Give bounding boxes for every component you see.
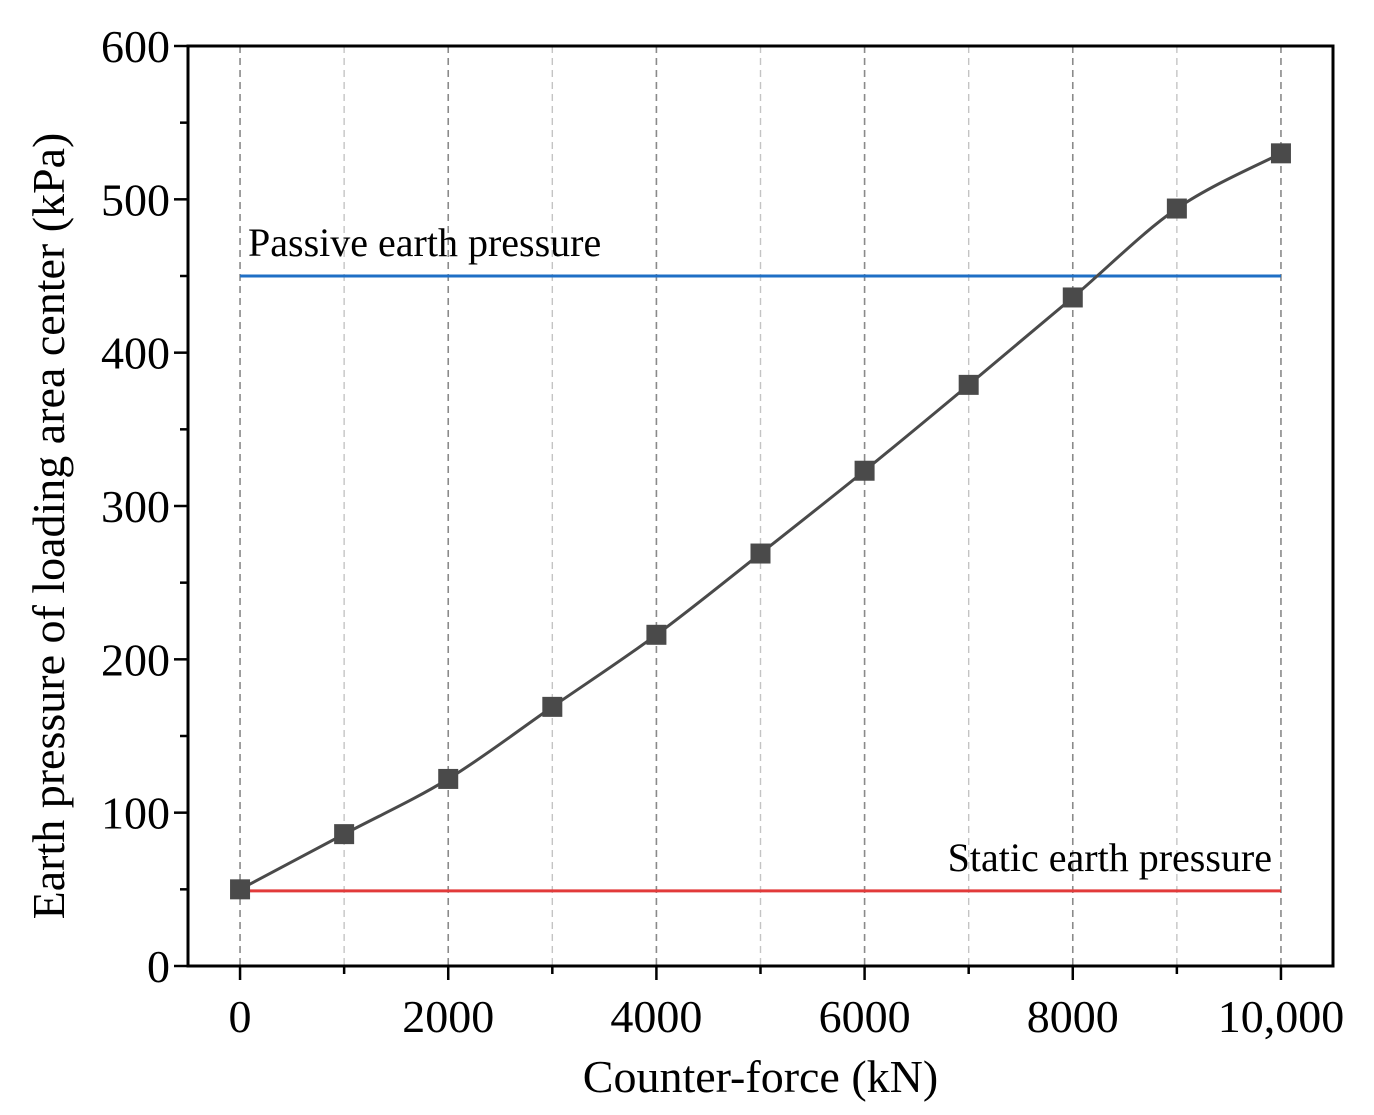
data-point <box>334 824 355 845</box>
reference-line-label: Static earth pressure <box>948 835 1272 880</box>
x-axis-title: Counter-force (kN) <box>583 1051 938 1102</box>
x-tick-label: 4000 <box>610 991 702 1042</box>
y-tick-label: 200 <box>101 634 170 685</box>
data-point <box>958 374 979 395</box>
x-tick-label: 10,000 <box>1218 991 1345 1042</box>
y-tick-label: 0 <box>147 941 170 992</box>
vertical-grid <box>239 46 1282 966</box>
data-point <box>542 696 563 717</box>
data-point <box>230 879 251 900</box>
data-series <box>230 143 1291 900</box>
data-point <box>854 460 875 481</box>
y-tick-label: 400 <box>101 328 170 379</box>
y-tick-label: 100 <box>101 788 170 839</box>
axis-ticks: 0 2000 4000 6000 8000 10,000 0 100 200 300 400 500 6… <box>101 21 1344 1042</box>
y-tick-label: 500 <box>101 174 170 225</box>
y-tick-label: 600 <box>101 21 170 72</box>
x-tick-label: 6000 <box>819 991 911 1042</box>
data-point <box>750 543 771 564</box>
x-tick-label: 2000 <box>402 991 494 1042</box>
data-point <box>438 768 459 789</box>
data-point <box>1166 198 1187 219</box>
x-tick-label: 8000 <box>1027 991 1119 1042</box>
x-tick-label: 0 <box>229 991 252 1042</box>
data-point <box>1270 143 1291 164</box>
y-tick-label: 300 <box>101 481 170 532</box>
reference-line-label: Passive earth pressure <box>248 220 601 265</box>
data-point <box>646 624 667 645</box>
reference-lines: Passive earth pressure Static earth press… <box>240 220 1281 893</box>
y-axis-title: Earth pressure of loading area center (k… <box>23 133 74 920</box>
data-point <box>1062 287 1083 308</box>
